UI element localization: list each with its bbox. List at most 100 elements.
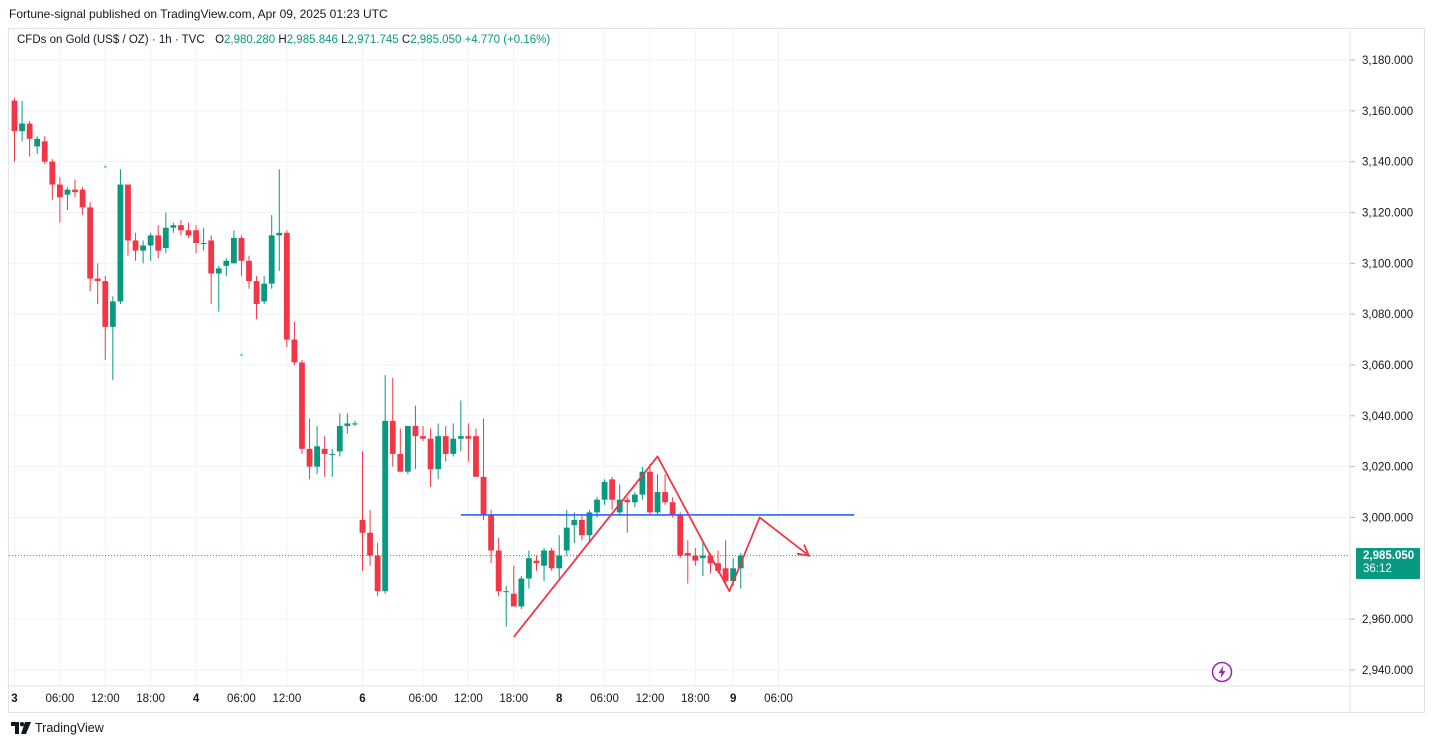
candle-body xyxy=(556,555,563,569)
open-label: O xyxy=(215,34,225,46)
candle-body xyxy=(268,235,275,284)
candle-body xyxy=(480,476,487,515)
candle-body xyxy=(321,448,328,454)
candle-body xyxy=(19,123,25,132)
candle-body xyxy=(200,242,207,244)
candle-body xyxy=(677,514,684,556)
candle-body xyxy=(465,436,472,439)
y-tick-label: 3,040.000 xyxy=(1362,411,1413,423)
x-tick-label: 06:00 xyxy=(45,693,74,705)
candle-body xyxy=(662,492,668,503)
x-tick-label: 12:00 xyxy=(272,693,301,705)
symbol-label[interactable]: CFDs on Gold (US$ / OZ) · 1h · TVC xyxy=(17,34,205,46)
low-label: L xyxy=(341,34,348,46)
candle-body xyxy=(533,560,540,564)
candle-body xyxy=(314,446,320,467)
candle-body xyxy=(140,245,147,251)
candle-body xyxy=(329,453,336,455)
x-tick-label: 12:00 xyxy=(636,693,665,705)
candle-body xyxy=(382,420,389,592)
x-tick-label: 12:00 xyxy=(454,693,483,705)
candle-body xyxy=(87,207,94,279)
candle-body xyxy=(162,227,169,249)
candle-body xyxy=(510,593,517,607)
y-tick-label: 3,100.000 xyxy=(1362,258,1413,270)
candle-body xyxy=(367,532,373,556)
candle-body xyxy=(503,591,510,593)
candle-body xyxy=(700,555,706,559)
candle-body xyxy=(571,520,578,526)
candle-body xyxy=(563,527,570,551)
candle-body xyxy=(601,481,608,500)
candle-body xyxy=(178,225,184,231)
high-label: H xyxy=(278,34,287,46)
x-tick-label: 3 xyxy=(11,693,17,705)
y-tick-label: 2,960.000 xyxy=(1362,614,1413,626)
candle-body xyxy=(647,471,653,513)
candle-body xyxy=(730,568,737,582)
candle-body xyxy=(344,423,351,426)
publisher-line: Fortune-signal published on TradingView.… xyxy=(9,7,388,21)
candle-body xyxy=(246,260,252,282)
x-tick-label: 12:00 xyxy=(91,693,120,705)
candle-body xyxy=(261,283,268,302)
x-tick-label: 6 xyxy=(359,693,365,705)
candle-body xyxy=(215,268,222,274)
candle-body xyxy=(238,237,245,261)
y-tick-label: 3,160.000 xyxy=(1362,106,1413,118)
candle-body xyxy=(473,436,479,477)
candle-body xyxy=(548,550,555,569)
outlier-tick xyxy=(240,353,243,356)
close-label: C xyxy=(401,34,411,46)
candle-body xyxy=(609,479,616,500)
tradingview-logo[interactable]: TradingView xyxy=(11,721,104,735)
candle-body xyxy=(654,492,661,513)
candle-body xyxy=(616,499,623,513)
chart-frame xyxy=(8,28,1425,713)
last-price-value: 2,985.050 xyxy=(1363,550,1415,562)
candle-body xyxy=(389,420,396,454)
candle-body xyxy=(639,471,646,495)
candle-body xyxy=(41,141,48,162)
x-tick-label: 18:00 xyxy=(499,693,528,705)
candle-body xyxy=(541,550,547,566)
candle-body xyxy=(692,555,699,561)
candle-body xyxy=(359,520,366,533)
bar-countdown: 36:12 xyxy=(1363,563,1392,575)
candle-body xyxy=(109,301,116,327)
low-value: 2,971.745 xyxy=(347,34,399,46)
candle-body xyxy=(72,189,78,193)
candle-body xyxy=(306,448,313,467)
candle-body xyxy=(253,281,260,304)
candle-body xyxy=(715,563,721,571)
candle-body xyxy=(722,568,729,582)
candle-body xyxy=(276,232,283,236)
candle-body xyxy=(132,240,139,251)
y-tick-label: 3,020.000 xyxy=(1362,462,1413,474)
y-tick-label: 3,180.000 xyxy=(1362,55,1413,67)
candle-body xyxy=(230,237,237,264)
candle-body xyxy=(117,184,124,302)
candle-body xyxy=(450,438,457,454)
lightning-icon[interactable] xyxy=(1211,661,1233,688)
candle-body xyxy=(412,425,419,437)
candle-body xyxy=(193,230,199,243)
candle-body xyxy=(578,520,585,536)
candle-body xyxy=(624,499,631,503)
x-tick-label: 06:00 xyxy=(409,693,438,705)
candle-body xyxy=(155,235,162,251)
candle-body xyxy=(435,436,442,470)
x-tick-label: 9 xyxy=(730,693,736,705)
candle-body xyxy=(336,425,343,452)
y-tick-label: 2,940.000 xyxy=(1362,665,1413,677)
candle-body xyxy=(125,184,131,241)
x-tick-label: 18:00 xyxy=(136,693,165,705)
candle-body xyxy=(49,161,56,185)
candle-body xyxy=(11,100,18,132)
candle-body xyxy=(283,232,290,340)
candle-body xyxy=(495,550,502,592)
change-value: +4.770 (+0.16%) xyxy=(464,34,551,46)
y-tick-label: 3,120.000 xyxy=(1362,207,1413,219)
pattern-line xyxy=(513,455,810,638)
